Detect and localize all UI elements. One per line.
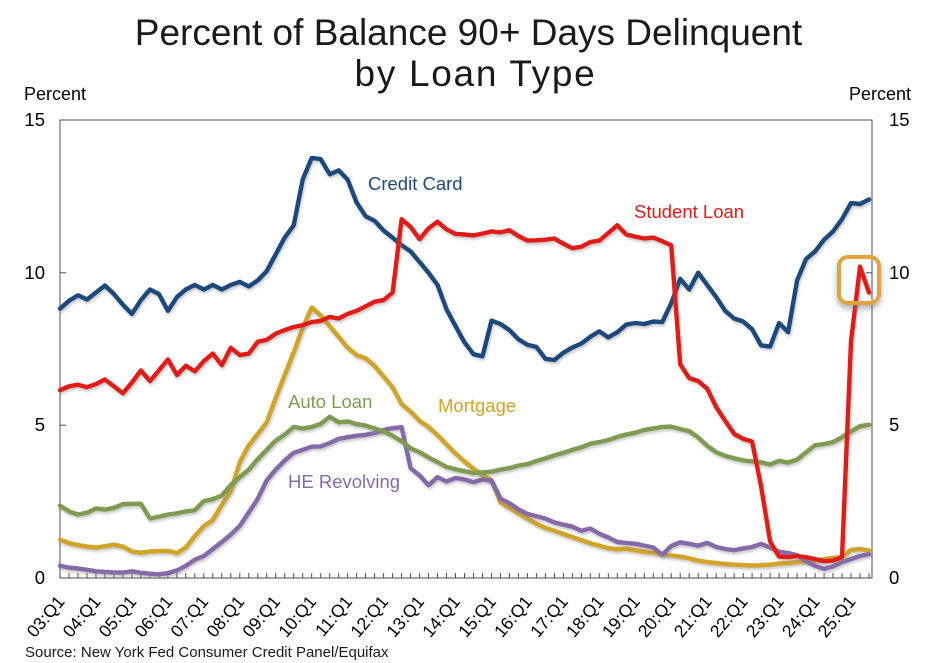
svg-text:08:Q1: 08:Q1 bbox=[202, 592, 248, 641]
svg-text:04:Q1: 04:Q1 bbox=[59, 592, 105, 641]
svg-text:03:Q1: 03:Q1 bbox=[23, 592, 69, 641]
svg-text:17:Q1: 17:Q1 bbox=[526, 592, 572, 641]
svg-text:Mortgage: Mortgage bbox=[438, 395, 516, 416]
svg-text:06:Q1: 06:Q1 bbox=[130, 592, 176, 641]
svg-text:18:Q1: 18:Q1 bbox=[562, 592, 608, 641]
svg-text:12:Q1: 12:Q1 bbox=[346, 592, 392, 641]
svg-text:Auto Loan: Auto Loan bbox=[288, 391, 372, 412]
svg-text:HE Revolving: HE Revolving bbox=[288, 471, 400, 492]
svg-text:Percent: Percent bbox=[849, 84, 911, 104]
svg-text:23:Q1: 23:Q1 bbox=[742, 592, 788, 641]
svg-text:5: 5 bbox=[889, 414, 899, 435]
svg-text:13:Q1: 13:Q1 bbox=[382, 592, 428, 641]
svg-text:Percent: Percent bbox=[24, 84, 86, 104]
svg-text:10: 10 bbox=[889, 262, 910, 283]
svg-text:09:Q1: 09:Q1 bbox=[238, 592, 284, 641]
svg-text:15:Q1: 15:Q1 bbox=[454, 592, 500, 641]
svg-text:16:Q1: 16:Q1 bbox=[490, 592, 536, 641]
svg-text:24:Q1: 24:Q1 bbox=[778, 592, 824, 641]
svg-text:11:Q1: 11:Q1 bbox=[311, 592, 356, 640]
svg-text:0: 0 bbox=[889, 567, 899, 588]
svg-text:15: 15 bbox=[889, 109, 910, 130]
svg-text:25:Q1: 25:Q1 bbox=[814, 592, 860, 641]
svg-text:20:Q1: 20:Q1 bbox=[634, 592, 680, 641]
svg-text:5: 5 bbox=[35, 414, 45, 435]
svg-text:19:Q1: 19:Q1 bbox=[598, 592, 644, 641]
svg-text:10: 10 bbox=[24, 262, 45, 283]
svg-text:15: 15 bbox=[24, 109, 45, 130]
svg-text:Credit Card: Credit Card bbox=[368, 173, 463, 194]
svg-text:0: 0 bbox=[35, 567, 45, 588]
svg-text:22:Q1: 22:Q1 bbox=[706, 592, 752, 641]
svg-text:05:Q1: 05:Q1 bbox=[94, 592, 140, 641]
svg-text:Student Loan: Student Loan bbox=[634, 201, 744, 222]
svg-text:10:Q1: 10:Q1 bbox=[274, 592, 320, 641]
svg-text:21:Q1: 21:Q1 bbox=[670, 592, 716, 641]
svg-text:07:Q1: 07:Q1 bbox=[166, 592, 212, 641]
svg-text:14:Q1: 14:Q1 bbox=[418, 592, 464, 641]
